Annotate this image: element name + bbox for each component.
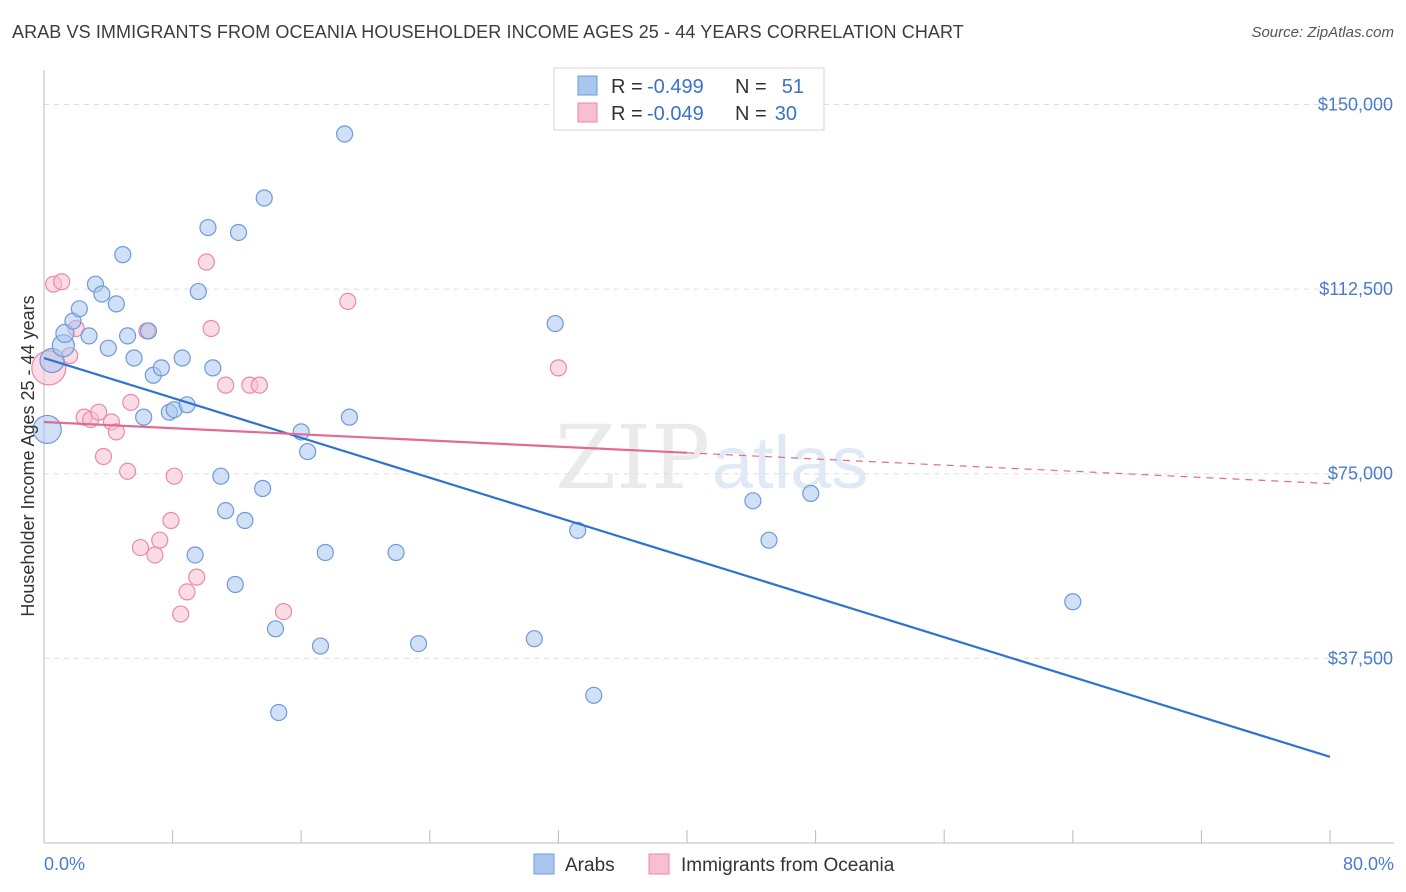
legend-n-label-arabs: N = — [735, 76, 767, 98]
oceania-point — [172, 605, 190, 623]
oceania-point — [202, 319, 220, 338]
arabs-point — [173, 349, 191, 367]
bottom-legend: Arabs Immigrants from Oceania — [533, 853, 895, 876]
arabs-point — [186, 546, 204, 564]
oceania-point — [188, 568, 206, 586]
watermark-atlas: atlas — [712, 421, 868, 504]
arabs-point — [114, 246, 132, 264]
oceania-point — [549, 359, 568, 377]
arabs-point — [254, 479, 272, 498]
chart-title: ARAB VS IMMIGRANTS FROM OCEANIA HOUSEHOL… — [12, 22, 964, 42]
arabs-point — [135, 408, 153, 426]
bottom-legend-label-arabs: Arabs — [565, 855, 615, 876]
legend: R = -0.499 N = 51 R = -0.049 N = 30 — [553, 67, 825, 131]
legend-r-label-oceania: R = — [611, 103, 643, 125]
x-tick-label-max: 80.0% — [1343, 854, 1394, 874]
arabs-point — [525, 630, 543, 648]
oceania-trend-line — [43, 420, 688, 454]
legend-swatch-oceania — [577, 102, 598, 123]
grid — [44, 103, 1394, 659]
oceania-trend-line-extension — [686, 452, 1331, 485]
series-arabs-points — [32, 125, 1082, 722]
arabs-point — [107, 295, 125, 313]
y-axis-label: Householder Income Ages 25 - 44 years — [18, 295, 38, 616]
arabs-point — [340, 408, 359, 426]
oceania-point — [162, 511, 180, 530]
arabs-point — [266, 620, 285, 638]
oceania-point — [339, 292, 357, 311]
arabs-point — [189, 282, 207, 301]
arabs-point — [152, 359, 170, 377]
oceania-point — [178, 583, 196, 601]
arabs-point — [199, 218, 217, 237]
arabs-point — [270, 703, 288, 722]
y-axis-tick-labels: $37,500 $75,000 $112,500 $150,000 — [1318, 94, 1393, 668]
axes — [43, 70, 1394, 844]
arabs-point — [744, 492, 762, 510]
oceania-point — [90, 403, 108, 421]
arabs-point — [217, 502, 235, 520]
arabs-point — [70, 300, 88, 318]
oceania-point — [151, 531, 169, 549]
legend-n-value-oceania: 30 — [775, 103, 797, 125]
arabs-point — [236, 511, 254, 530]
arabs-point — [139, 322, 158, 340]
y-tick-label: $37,500 — [1328, 648, 1393, 668]
arabs-point — [99, 339, 117, 357]
arabs-point — [760, 531, 778, 549]
bottom-legend-swatch-oceania — [648, 853, 670, 875]
watermark: ZIP atlas — [555, 406, 868, 509]
arabs-point — [585, 686, 603, 704]
arabs-point — [299, 442, 317, 461]
bottom-legend-label-oceania: Immigrants from Oceania — [681, 855, 895, 876]
arabs-point — [802, 484, 820, 503]
arabs-point — [125, 349, 143, 367]
oceania-point — [250, 376, 269, 394]
trend-lines — [43, 356, 1331, 758]
oceania-point — [146, 546, 164, 564]
watermark-zip: ZIP — [555, 406, 710, 509]
arabs-point — [118, 327, 137, 345]
arabs-point — [546, 314, 564, 333]
oceania-point — [197, 253, 215, 271]
oceania-point — [122, 393, 140, 411]
legend-n-label-oceania: N = — [735, 103, 767, 125]
oceania-point — [94, 447, 113, 466]
bottom-legend-swatch-arabs — [533, 853, 555, 875]
arabs-point — [212, 467, 230, 485]
oceania-point — [107, 423, 125, 441]
arabs-point — [387, 543, 405, 562]
arabs-trend-line — [43, 356, 1331, 758]
arabs-point — [255, 189, 273, 207]
arabs-point — [1064, 593, 1082, 611]
arabs-point — [311, 637, 330, 655]
arabs-point — [229, 223, 248, 242]
legend-r-value-oceania: -0.049 — [647, 103, 704, 125]
arabs-point — [409, 634, 428, 653]
y-tick-label: $112,500 — [1319, 279, 1393, 299]
legend-n-value-arabs: 51 — [782, 76, 804, 98]
chart-source: Source: ZipAtlas.com — [1251, 24, 1394, 41]
x-axis-ticks — [43, 830, 1331, 843]
arabs-point — [93, 285, 111, 303]
oceania-point — [165, 467, 183, 485]
arabs-point — [80, 327, 98, 345]
arabs-point — [204, 359, 222, 377]
arabs-point — [316, 543, 334, 562]
y-tick-label: $150,000 — [1318, 94, 1393, 114]
arabs-point — [226, 575, 244, 594]
y-tick-label: $75,000 — [1328, 464, 1393, 484]
oceania-point — [217, 376, 235, 394]
oceania-point — [131, 538, 150, 557]
oceania-point — [274, 602, 293, 621]
oceania-point — [53, 273, 71, 291]
legend-swatch-arabs — [577, 75, 598, 96]
x-tick-label-min: 0.0% — [44, 854, 85, 874]
arabs-point — [336, 125, 354, 143]
legend-r-label-arabs: R = — [611, 76, 643, 98]
oceania-point — [118, 462, 137, 480]
arabs-point — [569, 521, 587, 539]
legend-r-value-arabs: -0.499 — [647, 76, 704, 98]
